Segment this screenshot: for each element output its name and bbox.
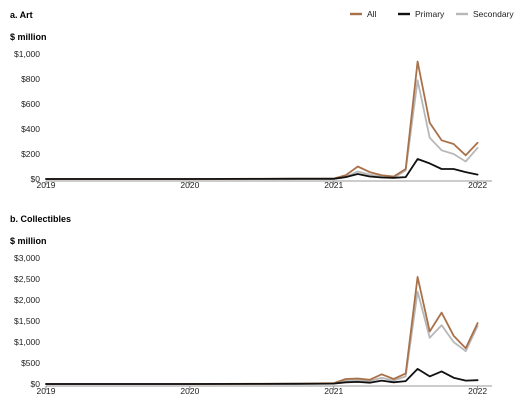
x-tick-label: 2022: [468, 386, 487, 396]
x-tick-label: 2021: [324, 180, 343, 190]
panel-b-title: b. Collectibles: [10, 214, 71, 224]
legend-label-primary: Primary: [415, 9, 445, 19]
x-tick-label: 2019: [37, 180, 56, 190]
panel-b-ylabel: $ million: [10, 236, 47, 246]
panel-a-lines: [45, 60, 479, 180]
legend-label-all: All: [367, 9, 377, 19]
series-line-primary: [45, 368, 479, 385]
y-tick-label: $2,500: [14, 274, 40, 284]
x-tick-label: 2022: [468, 180, 487, 190]
x-tick-label: 2019: [37, 386, 56, 396]
panel-a-title: a. Art: [10, 10, 33, 20]
legend-label-secondary: Secondary: [473, 9, 514, 19]
x-tick-label: 2021: [324, 386, 343, 396]
y-tick-label: $800: [21, 74, 40, 84]
y-tick-label: $0: [31, 379, 41, 389]
y-tick-label: $400: [21, 124, 40, 134]
y-tick-label: $500: [21, 358, 40, 368]
x-tick-label: 2020: [180, 386, 199, 396]
x-tick-label: 2020: [180, 180, 199, 190]
y-tick-label: $2,000: [14, 295, 40, 305]
chart-legend: All Primary Secondary: [350, 9, 514, 19]
panel-a-ylabel: $ million: [10, 32, 47, 42]
series-line-secondary: [45, 79, 479, 180]
panel-art: a. Art $ million $0 $200 $400 $600 $800 $1,00…: [10, 10, 492, 190]
series-line-secondary: [45, 290, 479, 385]
y-tick-label: $1,000: [14, 337, 40, 347]
y-tick-label: $1,500: [14, 316, 40, 326]
series-line-primary: [45, 158, 479, 180]
panel-a-axes: $0 $200 $400 $600 $800 $1,000 2019 2020 2021 2022: [14, 49, 492, 190]
panel-b-lines: [45, 276, 479, 385]
y-tick-label: $1,000: [14, 49, 40, 59]
panel-b-axes: $0 $500 $1,000 $1,500 $2,000 $2,500 $3,000 2019…: [14, 253, 492, 396]
y-tick-label: $3,000: [14, 253, 40, 263]
y-tick-label: $600: [21, 99, 40, 109]
panel-collectibles: b. Collectibles $ million $0 $500 $1,000 $1…: [10, 214, 492, 396]
y-tick-label: $0: [31, 174, 41, 184]
y-tick-label: $200: [21, 149, 40, 159]
